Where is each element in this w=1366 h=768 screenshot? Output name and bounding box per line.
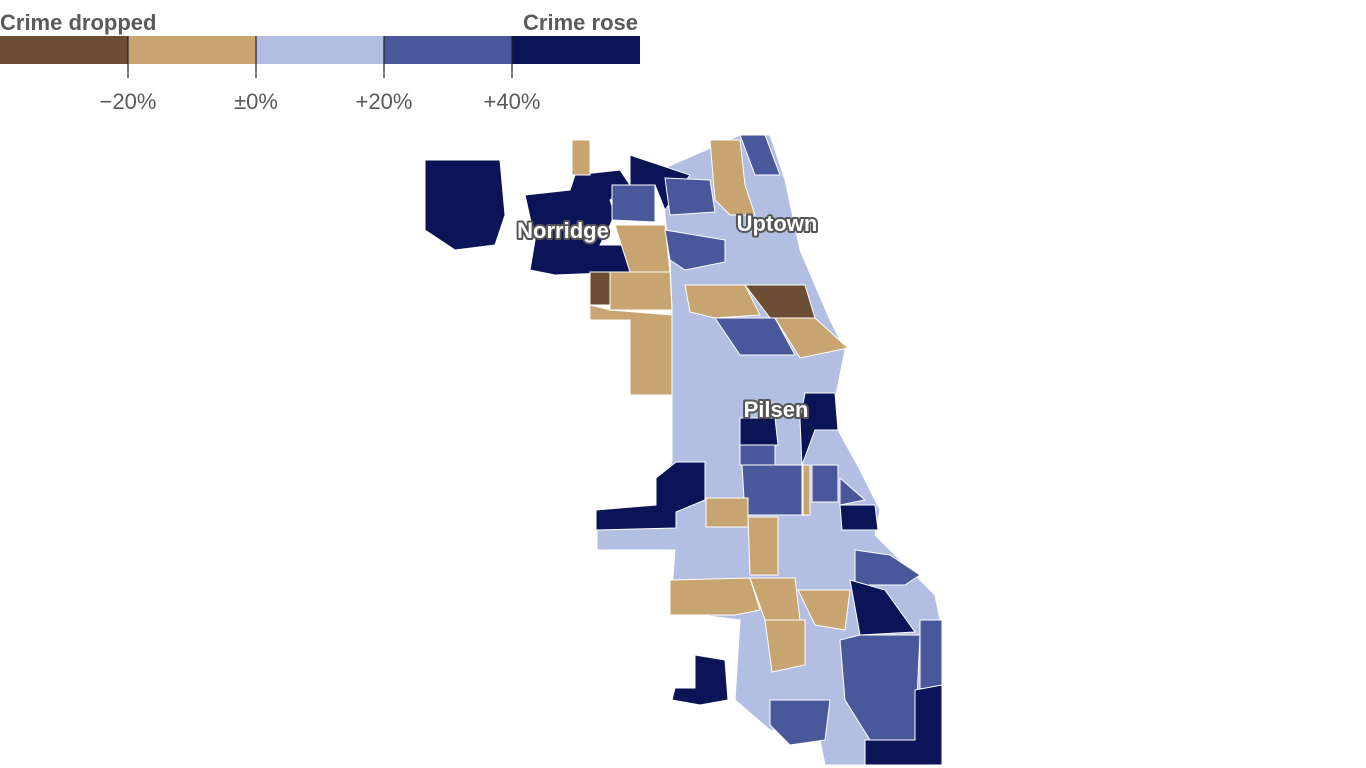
legend-tick-label: +40% xyxy=(484,89,541,114)
neighborhood xyxy=(705,497,749,528)
neighborhood xyxy=(849,579,916,636)
neighborhood xyxy=(671,654,729,706)
legend-swatch xyxy=(512,36,640,64)
place-label: Uptown xyxy=(737,211,818,236)
neighborhood xyxy=(739,134,781,176)
neighborhood xyxy=(799,392,839,466)
neighborhood xyxy=(811,464,839,503)
legend-left-label: Crime dropped xyxy=(0,10,156,35)
neighborhood xyxy=(589,271,611,306)
neighborhood xyxy=(609,271,673,311)
place-label: Pilsen xyxy=(744,397,809,422)
legend-tick-label: −20% xyxy=(100,89,157,114)
neighborhood xyxy=(611,184,656,223)
neighborhood xyxy=(684,284,761,319)
neighborhood xyxy=(774,317,850,359)
neighborhood xyxy=(589,304,673,396)
neighborhood xyxy=(709,139,756,216)
neighborhood xyxy=(764,619,806,673)
neighborhood xyxy=(839,476,867,506)
neighborhood xyxy=(424,159,506,251)
legend-tick-label: ±0% xyxy=(234,89,278,114)
neighborhood xyxy=(664,229,726,271)
neighborhood xyxy=(714,317,796,356)
neighborhood xyxy=(664,177,716,216)
neighborhood xyxy=(571,139,591,176)
legend-swatch xyxy=(256,36,384,64)
neighborhood xyxy=(864,684,943,766)
neighborhood xyxy=(629,154,691,212)
neighborhood xyxy=(739,444,776,466)
neighborhood xyxy=(854,549,921,586)
legend-swatch xyxy=(0,36,128,64)
legend-swatch xyxy=(384,36,512,64)
neighborhood xyxy=(797,589,851,631)
legend-right-label: Crime rose xyxy=(523,10,638,35)
neighborhood xyxy=(839,504,879,531)
legend-swatch xyxy=(128,36,256,64)
neighborhood xyxy=(669,577,761,616)
neighborhood xyxy=(741,464,803,516)
neighborhood xyxy=(595,461,706,531)
legend-tick-label: +20% xyxy=(356,89,413,114)
neighborhood xyxy=(769,699,831,746)
neighborhood xyxy=(802,464,811,516)
city-map xyxy=(424,134,943,766)
neighborhood xyxy=(747,516,779,576)
neighborhood xyxy=(739,417,779,449)
place-label: Norridge xyxy=(517,218,609,243)
legend: −20% ±0% +20% +40% xyxy=(0,36,640,114)
